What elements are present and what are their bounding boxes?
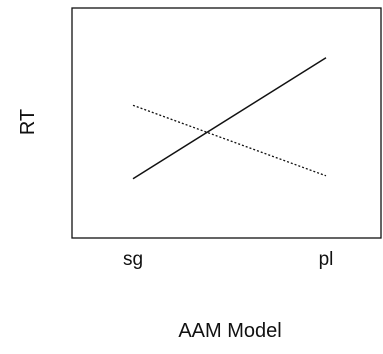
series-line-2: [132, 104, 327, 177]
series-line-1: [132, 57, 327, 180]
x-tick-label-pl: pl: [319, 249, 334, 270]
x-tick-label-sg: sg: [123, 249, 143, 270]
x-axis-label: AAM Model: [178, 320, 281, 342]
series-layer: [132, 57, 327, 180]
plot-frame: [71, 7, 382, 239]
y-axis-label: RT: [17, 109, 39, 135]
